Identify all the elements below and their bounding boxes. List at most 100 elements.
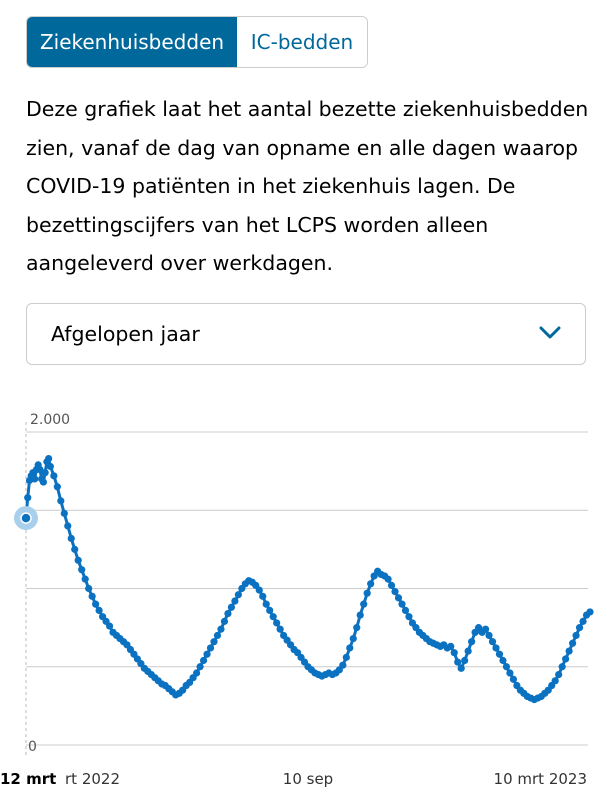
series-points [22, 455, 594, 704]
data-point [224, 609, 232, 618]
period-select[interactable]: Afgelopen jaar [26, 303, 586, 365]
x-tick-label-start-year: rt 2022 [65, 770, 120, 788]
data-point [213, 631, 222, 640]
data-point [31, 475, 39, 483]
data-point [481, 625, 490, 633]
data-point [74, 556, 82, 564]
data-point [405, 613, 413, 621]
x-tick-label-mid: 10 sep [283, 770, 333, 788]
data-point [67, 534, 75, 543]
data-point [342, 653, 350, 661]
data-point [105, 622, 114, 630]
data-point [384, 575, 392, 583]
data-point [217, 625, 225, 633]
data-point [367, 580, 375, 588]
data-point [71, 545, 79, 553]
data-point [558, 663, 566, 671]
data-point [276, 625, 284, 633]
data-point [339, 661, 347, 669]
data-point [78, 566, 86, 574]
data-point [206, 644, 215, 652]
data-point [398, 600, 406, 608]
data-point [57, 497, 65, 505]
data-point [192, 669, 201, 677]
data-point [579, 617, 587, 625]
data-point [36, 465, 44, 474]
data-point [199, 656, 208, 665]
data-point [95, 606, 103, 615]
data-point [349, 634, 357, 643]
data-point [45, 455, 53, 463]
data-point [485, 631, 493, 640]
data-point [454, 658, 462, 666]
data-point [551, 677, 559, 685]
data-point [50, 472, 58, 480]
data-point [64, 522, 72, 530]
data-point [565, 647, 573, 655]
data-point [60, 509, 68, 517]
data-point [203, 650, 211, 658]
data-point [572, 631, 580, 640]
chevron-down-icon [539, 325, 561, 344]
data-point [210, 638, 218, 646]
data-point [363, 589, 371, 597]
data-point [196, 663, 204, 671]
data-point [450, 649, 458, 657]
data-point [356, 611, 364, 619]
data-point [492, 644, 500, 652]
hospital-beds-line-chart[interactable]: 2.000 0 rt 2022 10 sep 10 mrt 2023 12 mr… [0, 400, 613, 800]
data-point [346, 644, 354, 652]
tab-ziekenhuisbedden[interactable]: Ziekenhuisbedden [27, 17, 237, 67]
data-point [24, 494, 32, 502]
y-tick-label-max: 2.000 [30, 412, 70, 428]
data-point [447, 642, 455, 651]
data-point [509, 675, 518, 683]
data-point [391, 588, 399, 596]
data-point [387, 581, 396, 589]
data-point [568, 639, 577, 647]
data-point [401, 606, 410, 615]
data-point [269, 613, 277, 621]
data-point [81, 575, 89, 583]
y-tick-label-min: 0 [28, 739, 37, 755]
chart-gridlines [26, 431, 588, 746]
chart-description: Deze grafiek laat het aantal bezette zie… [26, 97, 589, 275]
data-point [394, 594, 403, 602]
data-point [255, 586, 263, 594]
period-select-value: Afgelopen jaar [51, 322, 200, 346]
data-point [586, 608, 594, 616]
data-point [85, 584, 93, 593]
x-tick-label-end: 10 mrt 2023 [494, 770, 587, 788]
data-point [457, 664, 465, 672]
data-point [266, 606, 274, 615]
data-point [234, 591, 242, 599]
data-point [360, 600, 368, 608]
x-tick-current-bg [0, 768, 64, 790]
data-point [88, 592, 96, 600]
data-point [227, 603, 236, 611]
data-point [502, 663, 511, 671]
data-point [499, 656, 507, 665]
highlight-point[interactable] [20, 512, 32, 524]
data-point [220, 617, 229, 625]
data-point [231, 597, 239, 605]
data-point [575, 624, 584, 632]
data-point [262, 600, 270, 608]
data-point [488, 638, 497, 646]
x-tick-label-current: 12 mrt [0, 770, 56, 788]
data-point [353, 624, 361, 632]
data-point [506, 669, 514, 677]
data-point [39, 478, 48, 486]
data-point [53, 483, 61, 491]
data-point [555, 670, 563, 679]
data-point [273, 619, 281, 627]
data-point [46, 462, 54, 471]
tab-ic-bedden[interactable]: IC-bedden [237, 17, 367, 67]
data-point [495, 650, 504, 658]
data-point [259, 592, 267, 600]
data-point [562, 655, 570, 663]
data-point [464, 647, 472, 655]
bed-type-tabs: Ziekenhuisbedden IC-bedden [26, 16, 368, 68]
data-point [92, 600, 100, 608]
data-point [461, 656, 469, 665]
